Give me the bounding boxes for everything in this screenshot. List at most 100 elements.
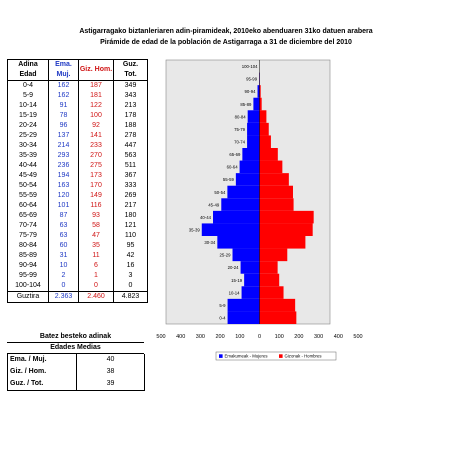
total-cell: 213 [113, 101, 148, 111]
age-cell: 50-54 [7, 181, 49, 191]
men-bar [259, 185, 293, 199]
women-bar [244, 273, 260, 287]
table-row: 75-79 63 47 110 [7, 231, 148, 241]
header-age: Adina Edad [7, 59, 49, 81]
age-label: 75-79 [234, 127, 246, 132]
men-cell: 187 [78, 80, 114, 91]
table-row: 55-59 120 149 269 [7, 191, 148, 201]
age-label: 80-84 [235, 114, 247, 119]
men-bar [259, 85, 261, 98]
women-cell: 0 [61, 282, 66, 289]
age-cell: 55-59 [7, 191, 49, 201]
total-men: 2.460 [78, 291, 114, 303]
average-title-spanish: Edades Medias [7, 343, 144, 354]
age-label: 0-4 [219, 316, 226, 321]
header-women: Ema. Muj. [48, 59, 79, 81]
women-bar [253, 97, 260, 111]
women-cell: 63 [59, 222, 68, 229]
women-bar [213, 210, 260, 224]
men-cell: 173 [78, 171, 114, 181]
women-cell: 31 [59, 252, 68, 259]
women-cell: 87 [59, 212, 68, 219]
women-bar [247, 110, 260, 123]
women-cell: 214 [57, 142, 70, 149]
table-row: 85-89 31 11 42 [7, 251, 148, 261]
average-row-total: Guz. / Tot. 39 [7, 378, 145, 391]
men-bar [259, 210, 314, 224]
table-row: 95-99 2 1 3 [7, 271, 148, 281]
total-cell: 178 [113, 111, 148, 121]
women-bar [227, 311, 260, 324]
age-cell: 80-84 [7, 241, 49, 251]
women-cell: 236 [57, 162, 70, 169]
total-cell: 343 [113, 91, 148, 101]
men-cell: 275 [78, 161, 114, 171]
average-row-men: Giz. / Hom. 38 [7, 366, 145, 378]
women-bar [257, 85, 260, 98]
total-cell: 180 [113, 211, 148, 221]
x-tick-label: 500 [156, 334, 165, 340]
age-cell: 35-39 [7, 151, 49, 161]
age-label: 15-19 [231, 278, 243, 283]
men-bar [259, 198, 294, 211]
men-bar [259, 298, 296, 312]
women-cell: 137 [57, 132, 70, 139]
total-label: Guztira [7, 291, 49, 303]
total-all: 4.823 [113, 291, 148, 303]
women-bar [241, 286, 260, 299]
men-cell: 1 [78, 271, 114, 281]
age-label: 95-99 [246, 77, 258, 82]
age-cell: 45-49 [7, 171, 49, 181]
legend-box [215, 351, 337, 361]
legend-label-women: Emakumeak - Mujeres [225, 354, 268, 359]
age-table: Adina Edad Ema. Muj. Giz. Hom. Guz. Tot. 0-… [7, 59, 148, 303]
women-bar [227, 298, 260, 312]
age-cell: 65-69 [7, 211, 49, 221]
table-row: 20-24 96 92 188 [7, 121, 148, 131]
total-cell: 95 [113, 241, 148, 251]
table-row: 70-74 63 58 121 [7, 221, 148, 231]
women-cell: 63 [59, 232, 68, 239]
women-cell: 162 [57, 92, 70, 99]
age-label: 85-89 [240, 102, 252, 107]
men-bar [259, 135, 271, 148]
age-label: 35-39 [189, 228, 201, 233]
age-cell: 70-74 [7, 221, 49, 231]
total-cell: 349 [113, 80, 148, 91]
total-cell: 333 [113, 181, 148, 191]
table-row: 80-84 60 35 95 [7, 241, 148, 251]
women-bar [242, 148, 260, 161]
total-cell: 511 [113, 161, 148, 171]
x-tick-label: 0 [258, 334, 261, 340]
age-cell: 75-79 [7, 231, 49, 241]
age-label: 100-104 [242, 64, 258, 69]
age-cell: 15-19 [7, 111, 49, 121]
x-tick-label: 500 [353, 334, 362, 340]
men-bar [259, 173, 289, 186]
total-women: 2.363 [48, 291, 79, 303]
x-tick-label: 400 [176, 334, 185, 340]
table-row: 60-64 101 116 217 [7, 201, 148, 211]
men-cell: 6 [78, 261, 114, 271]
age-cell: 60-64 [7, 201, 49, 211]
population-pyramid-chart: 0-4 5-9 10-14 15-19 20-24 25-29 30-34 35-39 40-4… [156, 59, 363, 361]
age-label: 40-44 [200, 215, 212, 220]
age-cell: 95-99 [7, 271, 49, 281]
table-row: 90-94 10 6 16 [7, 261, 148, 271]
women-cell: 194 [57, 172, 70, 179]
women-cell: 163 [57, 182, 70, 189]
age-label: 30-34 [204, 240, 216, 245]
women-cell: 2 [61, 272, 66, 279]
age-label: 60-64 [227, 165, 239, 170]
header-men: Giz. Hom. [78, 59, 114, 81]
women-bar [201, 223, 260, 236]
x-tick-label: 100 [275, 334, 284, 340]
age-cell: 0-4 [7, 80, 49, 91]
table-row: 10-14 91 122 213 [7, 101, 148, 111]
women-bar [217, 236, 260, 249]
total-cell: 16 [113, 261, 148, 271]
women-cell: 78 [59, 112, 68, 119]
age-cell: 5-9 [7, 91, 49, 101]
women-bar [240, 261, 260, 274]
age-cell: 100-104 [7, 281, 49, 292]
